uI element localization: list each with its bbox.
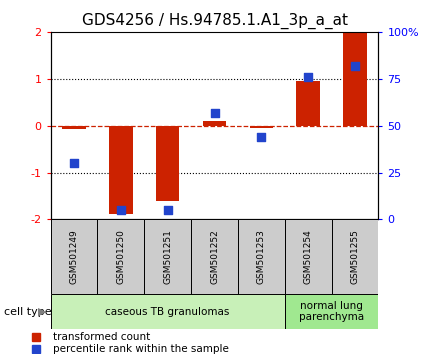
Text: percentile rank within the sample: percentile rank within the sample bbox=[53, 344, 229, 354]
Point bbox=[117, 207, 125, 213]
Bar bbox=[144, 219, 191, 294]
Text: GSM501254: GSM501254 bbox=[304, 229, 313, 284]
Title: GDS4256 / Hs.94785.1.A1_3p_a_at: GDS4256 / Hs.94785.1.A1_3p_a_at bbox=[81, 13, 348, 29]
Point bbox=[211, 110, 218, 115]
Text: GSM501249: GSM501249 bbox=[70, 229, 78, 284]
Point bbox=[304, 74, 312, 80]
Bar bbox=[297, 81, 320, 126]
Text: GSM501253: GSM501253 bbox=[257, 229, 266, 284]
Text: GSM501250: GSM501250 bbox=[116, 229, 125, 284]
Point bbox=[352, 63, 359, 68]
Bar bbox=[51, 294, 285, 329]
Bar bbox=[203, 121, 226, 126]
Text: transformed count: transformed count bbox=[53, 332, 150, 342]
Bar bbox=[51, 219, 97, 294]
Bar bbox=[62, 126, 86, 130]
Text: ▶: ▶ bbox=[37, 307, 46, 316]
Bar bbox=[343, 32, 367, 126]
Point bbox=[258, 134, 265, 140]
Bar bbox=[156, 126, 180, 201]
Text: GSM501252: GSM501252 bbox=[210, 229, 219, 284]
Bar bbox=[332, 219, 378, 294]
Bar bbox=[285, 219, 332, 294]
Text: GSM501255: GSM501255 bbox=[351, 229, 359, 284]
Text: GSM501251: GSM501251 bbox=[163, 229, 172, 284]
Text: normal lung
parenchyma: normal lung parenchyma bbox=[299, 301, 364, 322]
Point bbox=[164, 207, 171, 213]
Bar bbox=[109, 126, 132, 214]
Bar bbox=[249, 126, 273, 128]
Bar bbox=[191, 219, 238, 294]
Bar bbox=[238, 219, 285, 294]
Text: caseous TB granulomas: caseous TB granulomas bbox=[106, 307, 230, 316]
Bar bbox=[97, 219, 144, 294]
Point bbox=[70, 160, 77, 166]
Bar bbox=[285, 294, 378, 329]
Text: cell type: cell type bbox=[4, 307, 52, 316]
